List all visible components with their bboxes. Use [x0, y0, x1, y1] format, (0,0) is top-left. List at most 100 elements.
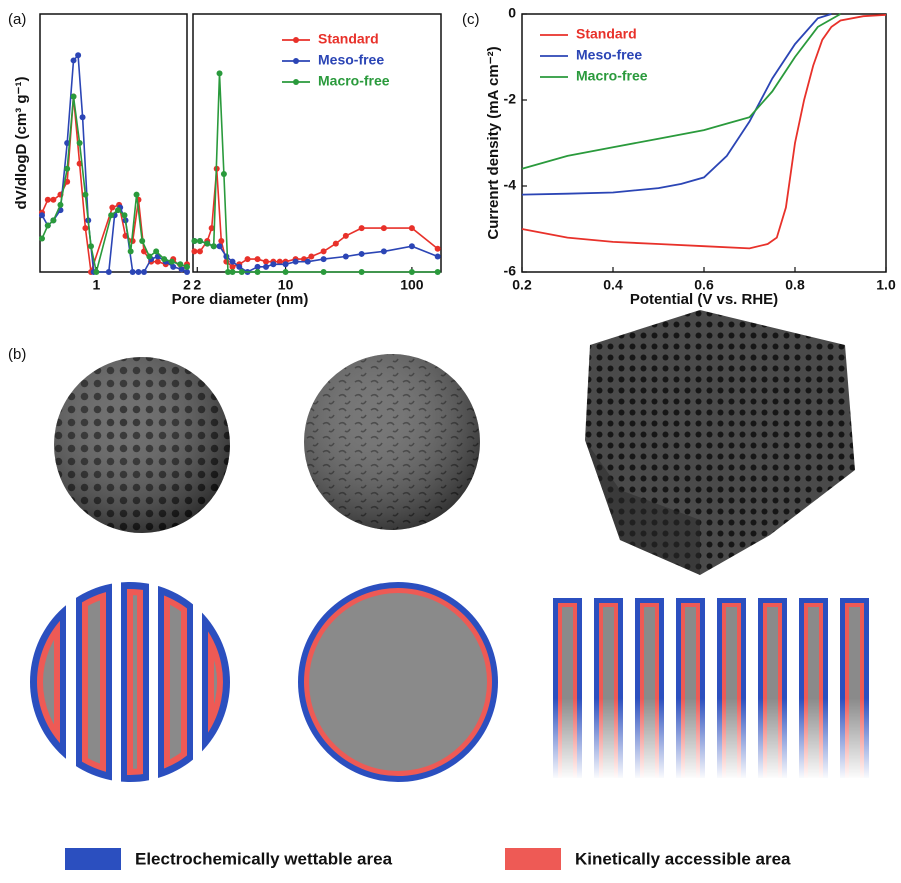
data-point: [57, 202, 63, 208]
data-point: [204, 241, 210, 247]
data-point: [64, 166, 70, 172]
data-point: [343, 233, 349, 239]
series-line: [522, 14, 831, 195]
data-point: [223, 254, 229, 260]
series-line: [195, 73, 438, 272]
data-point: [153, 248, 159, 254]
data-point: [161, 256, 167, 262]
data-point: [321, 248, 327, 254]
data-point: [39, 212, 45, 218]
data-point: [409, 225, 415, 231]
data-point: [359, 251, 365, 257]
x-tick-label: 100: [400, 277, 424, 293]
x-tick-label: 10: [278, 277, 294, 293]
legend-marker: [293, 79, 299, 85]
sphere-image: [304, 354, 480, 530]
data-point: [409, 269, 415, 275]
series-line: [42, 97, 187, 272]
hexagonal-block-image: [585, 310, 855, 575]
panel-label: (b): [8, 346, 26, 363]
legend-label: Electrochemically wettable area: [135, 849, 393, 868]
data-point: [263, 264, 269, 270]
x-axis-label: Potential (V vs. RHE): [630, 291, 778, 308]
data-point: [82, 192, 88, 198]
data-point: [121, 212, 127, 218]
legend-swatch: [65, 848, 121, 870]
data-point: [45, 223, 51, 229]
series-line: [522, 14, 841, 169]
data-point: [177, 261, 183, 267]
data-point: [139, 238, 145, 244]
tube-diagram: [545, 598, 890, 780]
y-tick-label: -2: [504, 91, 517, 107]
legend-marker: [293, 37, 299, 43]
data-point: [50, 217, 56, 223]
data-point: [381, 225, 387, 231]
data-point: [409, 243, 415, 249]
legend-label: Standard: [576, 26, 637, 42]
data-point: [130, 269, 136, 275]
y-tick-label: -4: [504, 177, 517, 193]
sphere-diagram: [298, 582, 498, 782]
panel-label: (a): [8, 11, 26, 28]
fade: [545, 598, 890, 780]
x-tick-label: 1: [92, 277, 100, 293]
data-point: [308, 254, 314, 260]
data-point: [134, 192, 140, 198]
data-point: [359, 225, 365, 231]
data-point: [435, 269, 441, 275]
data-point: [115, 207, 121, 213]
data-point: [217, 243, 223, 249]
data-point: [197, 238, 203, 244]
data-point: [343, 254, 349, 260]
figure: (a) (b) (c) Elect: [0, 0, 901, 883]
slab-diagram: [28, 580, 234, 785]
x-axis-label: Pore diameter (nm): [172, 291, 309, 308]
data-point: [255, 256, 261, 262]
data-point: [293, 259, 299, 265]
y-axis-label: Currenrt density (mA cm⁻²): [485, 46, 502, 239]
data-point: [283, 269, 289, 275]
data-point: [435, 254, 441, 260]
data-point: [77, 140, 83, 146]
legend-swatch: [505, 848, 561, 870]
data-point: [263, 259, 269, 265]
legend-label: Standard: [318, 31, 379, 47]
legend-label: Kinetically accessible area: [575, 849, 791, 868]
data-point: [305, 259, 311, 265]
y-tick-label: 0: [508, 5, 516, 21]
legend-marker: [293, 58, 299, 64]
data-point: [50, 197, 56, 203]
data-point: [255, 264, 261, 270]
data-point: [170, 264, 176, 270]
data-point: [381, 248, 387, 254]
data-point: [80, 114, 86, 120]
data-point: [71, 57, 77, 63]
data-point: [128, 248, 134, 254]
data-point: [108, 212, 114, 218]
data-point: [82, 225, 88, 231]
data-point: [211, 243, 217, 249]
data-point: [239, 269, 245, 275]
sphere-image: [54, 357, 230, 533]
legend-label: Meso-free: [576, 47, 642, 63]
data-point: [223, 259, 229, 265]
legend-label: Macro-free: [318, 73, 390, 89]
data-point: [146, 254, 152, 260]
x-tick-label: 0.8: [785, 277, 805, 293]
data-point: [71, 94, 77, 100]
data-point: [88, 243, 94, 249]
data-point: [184, 264, 190, 270]
series-line: [195, 169, 438, 267]
data-point: [39, 235, 45, 241]
data-point: [109, 205, 115, 211]
data-point: [229, 264, 235, 270]
data-point: [75, 52, 81, 58]
data-point: [321, 269, 327, 275]
data-point: [184, 269, 190, 275]
x-tick-label: 0.4: [603, 277, 623, 293]
data-point: [229, 269, 235, 275]
data-point: [245, 256, 251, 262]
data-point: [218, 238, 224, 244]
x-tick-label: 1.0: [876, 277, 896, 293]
